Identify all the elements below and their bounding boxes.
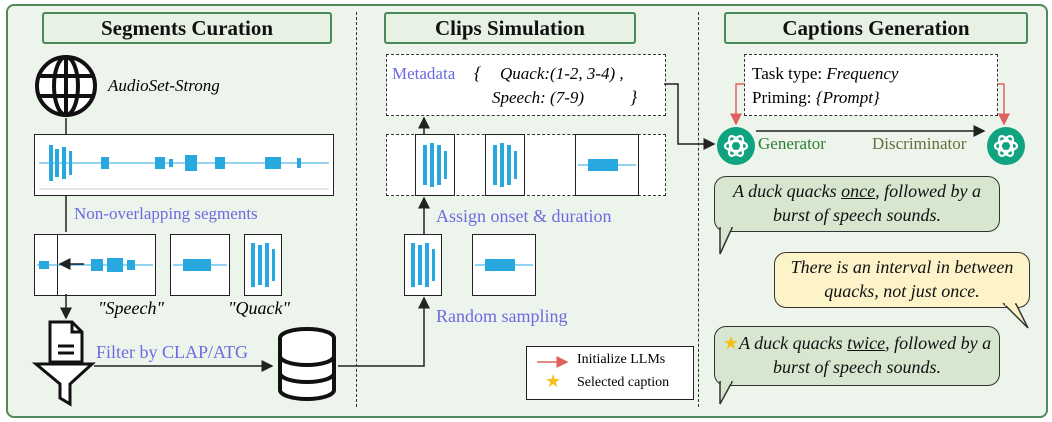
task-line: Task type: Frequency: [752, 64, 898, 84]
waveform-full: [39, 145, 329, 190]
waveform-clip-quack-1: [423, 143, 447, 187]
composed-clip: [386, 134, 666, 196]
priming-value: {Prompt}: [815, 88, 880, 107]
legend-init-arrow: [537, 356, 569, 368]
feedback-text: There is an interval in between quacks, …: [790, 257, 1014, 301]
task-box: [744, 54, 998, 116]
non-overlap-label: Non-overlapping segments: [74, 204, 258, 223]
bubble-tail-3: [719, 380, 734, 405]
waveform-clip-quack-2: [493, 143, 517, 187]
bubble-tail-2: [1002, 302, 1029, 329]
speech-label: "Speech": [98, 298, 165, 318]
waveform-sample-quack: [411, 243, 435, 287]
task-label: Task type:: [752, 64, 823, 83]
random-label: Random sampling: [436, 306, 568, 326]
metadata-quack: Quack:(1-2, 3-4) ,: [500, 64, 624, 83]
panel-title-clips: Clips Simulation: [384, 12, 636, 44]
assign-label: Assign onset & duration: [436, 206, 612, 226]
panel-title-segments: Segments Curation: [42, 12, 332, 44]
feedback-bubble: There is an interval in between quacks, …: [774, 252, 1030, 308]
discriminator-label: Discriminator: [872, 134, 967, 153]
legend: Initialize LLMs ★ Selected caption: [526, 346, 694, 400]
clip-quack-2: [485, 134, 525, 196]
openai-icon: [987, 127, 1025, 165]
document-icon: [48, 320, 84, 364]
clip-speech: [575, 134, 639, 196]
source-label: AudioSet-Strong: [108, 76, 220, 95]
waveform-speech-short: [173, 259, 227, 271]
divider-2: [698, 12, 699, 407]
metadata-label: Metadata: [392, 64, 456, 83]
filter-label: Filter by CLAP/ATG: [96, 342, 249, 362]
sample-quack: [404, 234, 442, 296]
full-waveform: [34, 134, 334, 196]
waveform-quack: [251, 243, 275, 287]
sample-speech: [472, 234, 536, 296]
waveform-clip-speech: [578, 159, 636, 171]
waveform-sample-speech: [475, 259, 533, 271]
panel-title-captions: Captions Generation: [724, 12, 1028, 44]
caption-2-text: ★A duck quacks twice, followed by a burs…: [722, 333, 992, 377]
legend-selected-label: Selected caption: [577, 375, 670, 390]
openai-icon: [717, 127, 755, 165]
brace-open: {: [474, 63, 482, 83]
brace-close: }: [630, 87, 638, 107]
metadata-speech: Speech: (7-9): [492, 88, 585, 107]
caption-1-text: A duck quacks once, followed by a burst …: [732, 181, 982, 225]
segment-quack: [244, 234, 282, 296]
star-icon: ★: [545, 371, 562, 392]
segment-speech-box: [34, 234, 156, 296]
clip-quack-1: [415, 134, 455, 196]
bubble-tail-1: [719, 226, 734, 255]
caption-bubble-1: A duck quacks once, followed by a burst …: [714, 176, 1000, 232]
caption-bubble-2: ★A duck quacks twice, followed by a burs…: [714, 326, 1000, 386]
divider-1: [356, 12, 357, 407]
generator-label: Generator: [758, 134, 826, 153]
globe-icon: [35, 55, 97, 117]
waveform-speech-long: [37, 258, 153, 272]
database-icon: [278, 327, 336, 401]
legend-init-label: Initialize LLMs: [577, 352, 666, 367]
quack-label: "Quack": [228, 298, 291, 318]
priming-line: Priming: {Prompt}: [752, 88, 880, 108]
priming-label: Priming:: [752, 88, 812, 107]
metadata-box: [386, 54, 666, 116]
funnel-icon: [31, 362, 96, 407]
task-value: Frequency: [826, 64, 899, 83]
star-icon: ★: [722, 333, 739, 353]
segment-speech-short: [170, 234, 230, 296]
